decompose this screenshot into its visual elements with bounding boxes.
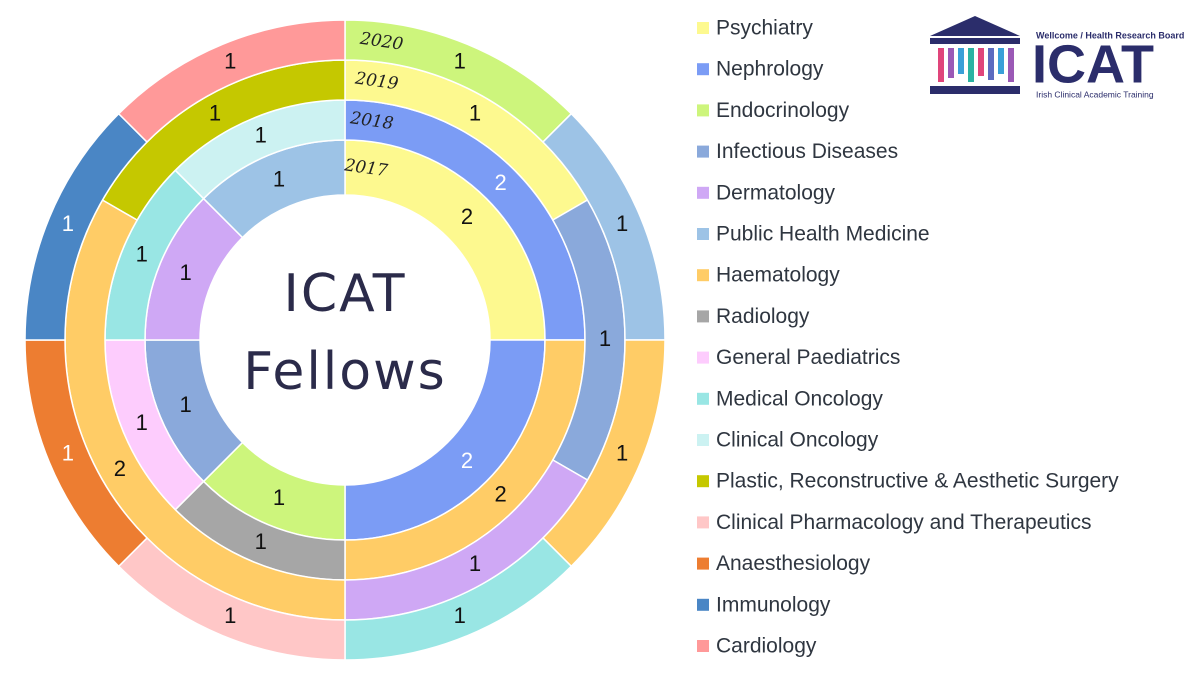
legend-label: Cardiology	[716, 635, 817, 658]
logo-pillar	[958, 48, 964, 74]
data-label: 1	[62, 441, 74, 466]
data-label: 1	[224, 49, 236, 74]
logo-pillar	[938, 48, 944, 82]
data-label: 1	[469, 101, 481, 126]
legend-swatch	[697, 63, 709, 76]
legend-swatch	[697, 145, 709, 158]
legend-swatch	[697, 22, 709, 34]
legend-swatch	[697, 475, 709, 488]
data-label: 1	[136, 410, 148, 435]
chart-title: ICAT Fellows	[243, 264, 447, 402]
data-label: 1	[273, 485, 285, 510]
logo-name: ICAT	[1032, 34, 1154, 94]
legend-label: Clinical Pharmacology and Therapeutics	[716, 511, 1091, 534]
legend-label: Haematology	[716, 264, 840, 287]
legend-swatch	[697, 351, 709, 364]
logo-roof	[930, 16, 1020, 36]
legend-label: General Paediatrics	[716, 346, 900, 369]
legend-swatch	[697, 516, 709, 529]
legend-label: Medical Oncology	[716, 387, 883, 410]
legend-swatch	[697, 269, 709, 282]
data-label: 1	[616, 441, 628, 466]
legend-swatch	[697, 640, 709, 652]
legend-label: Endocrinology	[716, 99, 850, 122]
data-label: 1	[454, 603, 466, 628]
legend-swatch	[697, 557, 709, 570]
data-label: 1	[616, 211, 628, 236]
logo-pillar	[988, 48, 994, 80]
data-label: 1	[224, 603, 236, 628]
legend-label: Plastic, Reconstructive & Aesthetic Surg…	[716, 470, 1119, 493]
data-label: 1	[599, 326, 611, 351]
legend-label: Infectious Diseases	[716, 140, 898, 163]
logo: Wellcome / Health Research Board ICAT Ir…	[930, 16, 1184, 99]
logo-pillar	[968, 48, 974, 82]
legend-label: Radiology	[716, 305, 810, 328]
data-label: 2	[461, 448, 473, 473]
data-label: 1	[454, 49, 466, 74]
logo-tagline: Wellcome / Health Research Board	[1036, 30, 1184, 40]
logo-pillar	[978, 48, 984, 76]
data-label: 1	[469, 551, 481, 576]
legend-label: Public Health Medicine	[716, 223, 930, 246]
legend-swatch	[697, 186, 709, 199]
data-label: 1	[180, 392, 192, 417]
legend-label: Anaesthesiology	[716, 552, 871, 575]
logo-pillar	[948, 48, 954, 78]
logo-pillar	[1008, 48, 1014, 82]
legend-swatch	[697, 434, 709, 446]
logo-base	[930, 86, 1020, 94]
logo-subtitle: Irish Clinical Academic Training	[1036, 89, 1154, 99]
legend-swatch	[697, 598, 709, 611]
legend-label: Immunology	[716, 593, 831, 616]
legend-label: Nephrology	[716, 58, 824, 81]
data-label: 1	[136, 242, 148, 267]
logo-pillar	[998, 48, 1004, 74]
data-label: 1	[255, 529, 267, 554]
data-label: 1	[255, 123, 267, 148]
data-label: 2	[494, 481, 506, 506]
data-label: 2	[494, 170, 506, 195]
logo-beam	[930, 38, 1020, 44]
data-label: 2	[114, 456, 126, 481]
legend-swatch	[697, 228, 709, 240]
data-label: 1	[273, 166, 285, 191]
legend-label: Psychiatry	[716, 17, 813, 40]
legend-label: Clinical Oncology	[716, 429, 879, 452]
legend-swatch	[697, 104, 709, 117]
data-label: 1	[180, 260, 192, 285]
data-label: 2	[461, 204, 473, 229]
data-label: 1	[62, 211, 74, 236]
legend-swatch	[697, 392, 709, 405]
donut-segment	[117, 19, 346, 144]
legend-label: Dermatology	[716, 181, 836, 204]
data-label: 1	[209, 101, 221, 126]
legend-swatch	[697, 310, 709, 323]
